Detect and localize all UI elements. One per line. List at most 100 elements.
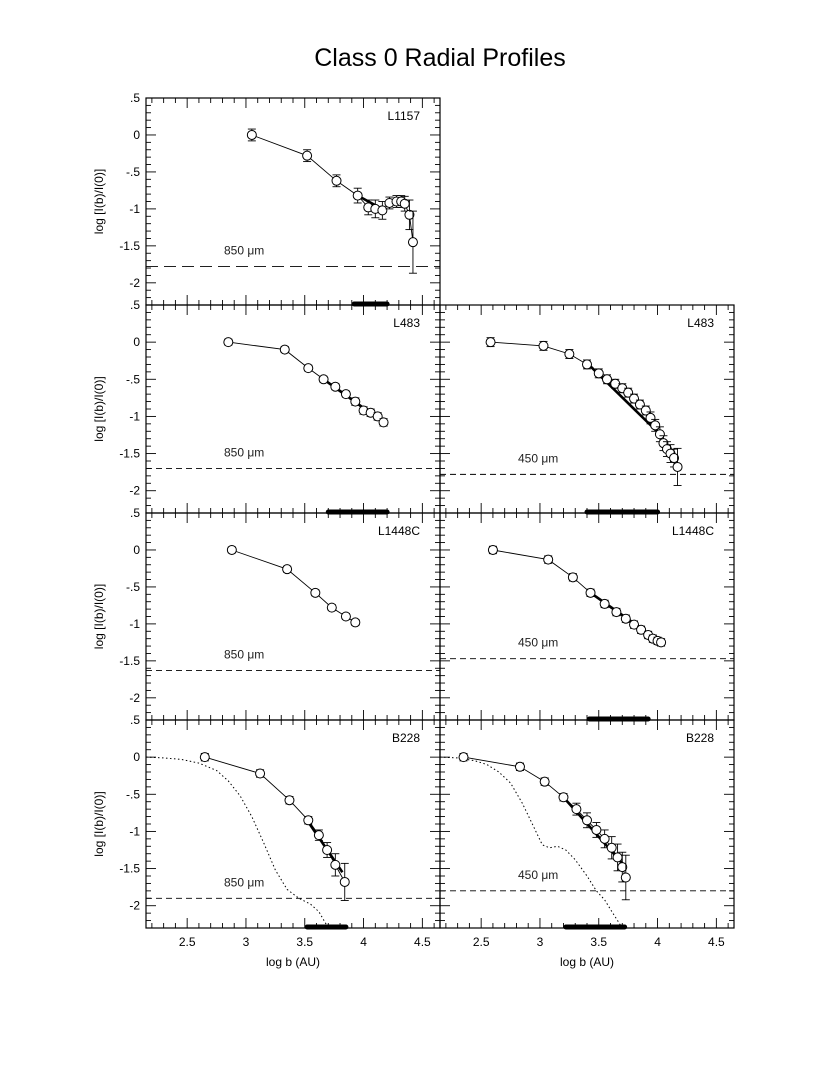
- data-point: [322, 845, 333, 855]
- panel-frame: [439, 304, 735, 514]
- plot-area: [440, 337, 734, 486]
- data-point: [582, 359, 592, 370]
- data-point: [326, 602, 337, 613]
- data-point: [404, 209, 415, 220]
- data-point: [302, 150, 313, 161]
- data-point: [282, 564, 293, 575]
- data-point: [645, 412, 656, 423]
- series-line: [231, 549, 356, 623]
- data-point: [564, 349, 575, 360]
- y-axis-label: log [I(b)/I(0)]: [92, 584, 106, 649]
- wavelength-label: 450 μm: [518, 868, 558, 882]
- data-point: [339, 876, 350, 887]
- y-tick-label: -1.5: [119, 447, 140, 461]
- data-point: [378, 417, 389, 428]
- series-line: [251, 134, 414, 243]
- data-point: [599, 598, 610, 609]
- panel-l1157-850: .5 0 -.5 -1 -1.5 -2 log [I(b)/I(0)] L1157 850 μm: [92, 91, 441, 307]
- data-point: [485, 337, 496, 348]
- wavelength-label: 450 μm: [518, 451, 558, 465]
- y-tick-label: -1.5: [119, 654, 140, 668]
- data-point: [629, 619, 640, 630]
- plot-area: [146, 752, 440, 928]
- panel-l1448c-450: L1448C 450 μm: [439, 512, 735, 722]
- y-tick-label: -.5: [126, 580, 140, 594]
- y-tick-label: 0: [133, 335, 140, 349]
- data-point: [303, 363, 314, 374]
- x-tick-label: 4: [654, 935, 661, 949]
- data-point: [407, 237, 418, 248]
- data-point: [303, 815, 314, 826]
- source-label: B228: [392, 731, 420, 745]
- panel-b228-850: .5 0 -.5 -1 -1.5 -2 log [I(b)/I(0)] 2.5 3 3.5 4 4.5…: [92, 713, 441, 969]
- data-point: [629, 393, 640, 404]
- data-point: [636, 624, 647, 635]
- data-point: [318, 374, 329, 385]
- y-tick-label: 0: [133, 543, 140, 557]
- data-point: [255, 768, 266, 779]
- data-point: [538, 340, 549, 351]
- data-point: [539, 776, 550, 787]
- plot-area: [440, 752, 734, 928]
- data-point: [226, 544, 237, 555]
- data-point: [672, 461, 683, 472]
- data-point: [669, 453, 680, 464]
- data-point: [340, 611, 351, 622]
- data-point: [585, 587, 596, 598]
- data-point: [656, 637, 667, 648]
- source-label: L1448C: [672, 524, 714, 538]
- y-tick-label: 0: [133, 128, 140, 142]
- source-label: L1448C: [378, 524, 420, 538]
- y-tick-label: -.5: [126, 165, 140, 179]
- data-point: [350, 617, 361, 628]
- beam-profile-line: [440, 756, 623, 928]
- data-point: [654, 429, 665, 440]
- wavelength-label: 450 μm: [518, 636, 558, 650]
- x-axis-label: log b (AU): [560, 955, 614, 969]
- panel-l483-450: L483 450 μm: [439, 304, 735, 515]
- y-axis-label: log [I(b)/I(0)]: [92, 376, 106, 441]
- y-tick-label: -1.5: [119, 239, 140, 253]
- source-label: L1157: [388, 109, 421, 123]
- beam-profile-line: [146, 756, 329, 928]
- x-tick-label: 3.5: [296, 935, 313, 949]
- y-tick-label: -1.5: [119, 862, 140, 876]
- panel-l1448c-850: .5 0 -.5 -1 -1.5 -2 log [I(b)/I(0)] L1448C 850 μ…: [92, 506, 441, 721]
- plot-area: [146, 337, 440, 469]
- data-point: [558, 792, 569, 803]
- y-tick-label: -2: [129, 276, 140, 290]
- x-tick-label: 4.5: [414, 935, 431, 949]
- wavelength-label: 850 μm: [224, 875, 264, 889]
- x-tick-label: 4.5: [708, 935, 725, 949]
- data-point: [331, 175, 342, 186]
- y-tick-label: .5: [130, 298, 140, 312]
- data-point: [640, 405, 651, 416]
- wavelength-label: 850 μm: [224, 647, 264, 661]
- wavelength-label: 850 μm: [224, 244, 264, 258]
- x-tick-label: 3.5: [590, 935, 607, 949]
- data-point: [606, 842, 617, 853]
- y-axis-label: log [I(b)/I(0)]: [92, 791, 106, 856]
- data-point: [399, 198, 410, 209]
- series-line: [463, 756, 627, 878]
- source-label: L483: [687, 316, 714, 330]
- data-point: [567, 572, 578, 583]
- data-point: [571, 804, 582, 815]
- data-point: [330, 381, 341, 392]
- source-label: B228: [686, 731, 714, 745]
- data-point: [650, 420, 661, 431]
- data-point: [617, 862, 628, 873]
- data-point: [514, 761, 525, 772]
- data-point: [350, 396, 361, 407]
- data-point: [599, 833, 610, 844]
- x-tick-label: 2.5: [179, 935, 196, 949]
- series-line: [204, 756, 346, 883]
- plot-area: [440, 544, 734, 660]
- x-tick-label: 3: [537, 935, 544, 949]
- data-point: [199, 752, 210, 763]
- plot-area: [146, 128, 440, 274]
- wavelength-label: 850 μm: [224, 445, 264, 459]
- y-tick-label: -2: [129, 691, 140, 705]
- data-point: [620, 872, 631, 883]
- data-point: [487, 544, 498, 555]
